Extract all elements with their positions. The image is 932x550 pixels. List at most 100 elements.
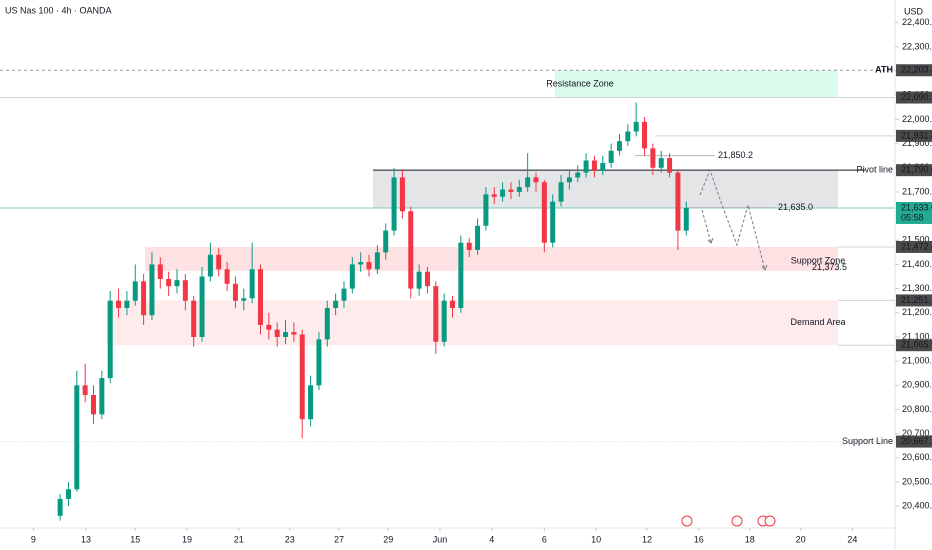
candle-body: [675, 172, 681, 231]
price-badge-label: 22,203.4: [901, 65, 932, 75]
price-badge-label: 21,790.0: [901, 165, 932, 175]
candle-body: [191, 300, 197, 337]
price-badge-label: 21,633.6: [901, 202, 932, 212]
candle-body: [316, 339, 322, 386]
y-tick-label: 21,300.0: [902, 283, 932, 293]
y-tick-label: 21,500.0: [902, 235, 932, 245]
price-badge: [896, 339, 932, 352]
x-tick-label: 29: [383, 534, 393, 544]
zone: [555, 70, 838, 98]
candle-body: [650, 148, 656, 168]
y-tick-label: 20,900.0: [902, 380, 932, 390]
x-tick-label: 20: [796, 534, 806, 544]
candle-body: [475, 225, 481, 250]
arrow-head: [707, 237, 714, 244]
candle-body: [399, 177, 405, 212]
candle-body: [207, 254, 213, 277]
candle-body: [283, 332, 289, 337]
y-tick-label: 21,100.0: [902, 331, 932, 341]
candle-body: [274, 329, 280, 337]
candle-body: [291, 332, 297, 335]
candle-body: [433, 286, 439, 342]
price-badge-label: 20,667.1: [901, 436, 932, 446]
candle-body: [525, 177, 531, 188]
candle-body: [533, 177, 539, 183]
price-badge: [896, 201, 932, 224]
candle-body: [299, 334, 305, 420]
zone: [145, 246, 838, 271]
zone-label: Support Zone: [791, 255, 846, 265]
candle-body: [374, 252, 380, 270]
candle-body: [232, 283, 238, 301]
candle-body: [583, 160, 589, 173]
y-tick-label: 20,400.0: [902, 501, 932, 511]
candle-body: [516, 187, 522, 192]
candle-body: [99, 378, 105, 415]
y-tick-label: 22,300.0: [902, 41, 932, 51]
price-badge-label: 21,931.8: [901, 130, 932, 140]
candle-body: [333, 300, 339, 308]
x-tick-label: 15: [130, 534, 140, 544]
candle-body: [91, 394, 97, 415]
candle-body: [391, 177, 397, 231]
y-tick-label: 22,400.0: [902, 17, 932, 27]
price-badge: [896, 164, 932, 177]
candle-body: [458, 242, 464, 308]
candle-body: [508, 189, 514, 192]
zone: [373, 170, 838, 208]
candle-body: [224, 269, 230, 284]
price-badge-label: 21,065.9: [901, 340, 932, 350]
candle-body: [667, 158, 673, 173]
price-badge: [896, 91, 932, 104]
candle-body: [308, 385, 314, 420]
price-badge-label: 22,090.5: [901, 92, 932, 102]
x-tick-label: 6: [542, 534, 547, 544]
candle-body: [541, 182, 547, 243]
event-icon: [731, 515, 743, 527]
candle-body: [683, 207, 689, 231]
price-badge: [896, 64, 932, 77]
candle-body: [566, 177, 572, 183]
candle-body: [558, 182, 564, 202]
y-tick-label: 21,200.0: [902, 307, 932, 317]
candle-body: [216, 254, 222, 270]
candle-body: [257, 269, 263, 325]
x-tick-label: 4: [489, 534, 494, 544]
currency: USD: [904, 6, 924, 16]
y-tick-label: 20,600.0: [902, 452, 932, 462]
x-tick-label: 9: [31, 534, 36, 544]
price-badge: [896, 129, 932, 142]
annotation-label: 21,850.2: [718, 150, 753, 160]
candle-body: [166, 278, 172, 287]
event-icon: [681, 515, 693, 527]
candle-body: [57, 498, 63, 516]
price-badge-label: 21,251.1: [901, 295, 932, 305]
price-badge: [896, 435, 932, 448]
x-tick-label: Jun: [433, 534, 448, 544]
candle-body: [324, 307, 330, 340]
x-tick-label: 10: [591, 534, 601, 544]
x-tick-label: 16: [694, 534, 704, 544]
price-badge: [896, 240, 932, 253]
arrow-head: [761, 264, 768, 272]
annotation-label: 21,373.5: [812, 262, 847, 272]
zone: [107, 300, 838, 346]
candle-body: [199, 276, 205, 337]
projection-arrows: [699, 168, 768, 272]
countdown: 05:58: [901, 212, 924, 222]
zone-label: Resistance Zone: [546, 79, 614, 89]
candle-body: [358, 262, 364, 265]
x-tick-label: 24: [847, 534, 857, 544]
candle-body: [483, 194, 489, 226]
y-tick-label: 20,500.0: [902, 476, 932, 486]
candle-body: [642, 121, 648, 149]
chart-title: US Nas 100 · 4h · OANDA: [5, 5, 112, 15]
candle-body: [366, 262, 372, 270]
price-badge: [896, 294, 932, 307]
zone-label: Demand Area: [790, 317, 845, 327]
projection-path: [701, 209, 712, 244]
x-tick-label: 21: [234, 534, 244, 544]
candle-body: [424, 271, 430, 287]
candle-body: [182, 280, 188, 301]
